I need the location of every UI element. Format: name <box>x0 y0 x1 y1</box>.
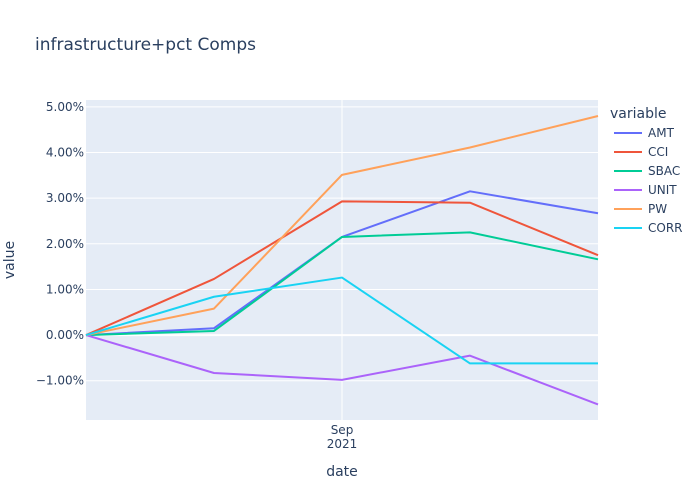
legend-item-unit[interactable]: UNIT <box>614 183 677 197</box>
series-line-corr[interactable] <box>85 276 598 365</box>
legend-label-pw: PW <box>648 202 667 216</box>
legend: variable AMT CCI SBAC UNIT PW CORR <box>610 106 683 235</box>
y-tick-label-2: 1.00% <box>46 282 84 296</box>
y-tick-label-4: 3.00% <box>46 191 84 205</box>
legend-label-unit: UNIT <box>648 183 677 197</box>
chart-title: infrastructure+pct Comps <box>35 35 256 55</box>
x-tick-label-month: Sep <box>331 423 354 437</box>
legend-label-corr: CORR <box>648 221 683 235</box>
y-axis-title: value <box>2 241 18 279</box>
y-tick-label-1: 0.00% <box>46 328 84 342</box>
legend-label-cci: CCI <box>648 145 668 159</box>
y-tick-label-3: 2.00% <box>46 237 84 251</box>
series-line-cci[interactable] <box>85 200 599 337</box>
series-lines <box>85 115 599 406</box>
legend-title: variable <box>610 106 666 122</box>
y-tick-label-0: −1.00% <box>36 374 84 388</box>
legend-item-pw[interactable]: PW <box>614 202 667 216</box>
legend-label-amt: AMT <box>648 126 675 140</box>
series-line-unit[interactable] <box>85 334 599 406</box>
x-tick-label-year: 2021 <box>327 437 358 451</box>
legend-label-sbac: SBAC <box>648 164 680 178</box>
legend-item-amt[interactable]: AMT <box>614 126 675 140</box>
y-tick-labels: −1.00% 0.00% 1.00% 2.00% 3.00% 4.00% 5.00% <box>36 100 84 388</box>
legend-item-corr[interactable]: CORR <box>614 221 683 235</box>
y-tick-label-5: 4.00% <box>46 145 84 159</box>
series-line-pw[interactable] <box>85 115 599 337</box>
legend-item-sbac[interactable]: SBAC <box>614 164 680 178</box>
legend-item-cci[interactable]: CCI <box>614 145 668 159</box>
x-axis-title: date <box>326 464 358 480</box>
series-line-sbac[interactable] <box>85 231 599 337</box>
legend-items: AMT CCI SBAC UNIT PW CORR <box>614 126 683 235</box>
y-tick-label-6: 5.00% <box>46 100 84 114</box>
